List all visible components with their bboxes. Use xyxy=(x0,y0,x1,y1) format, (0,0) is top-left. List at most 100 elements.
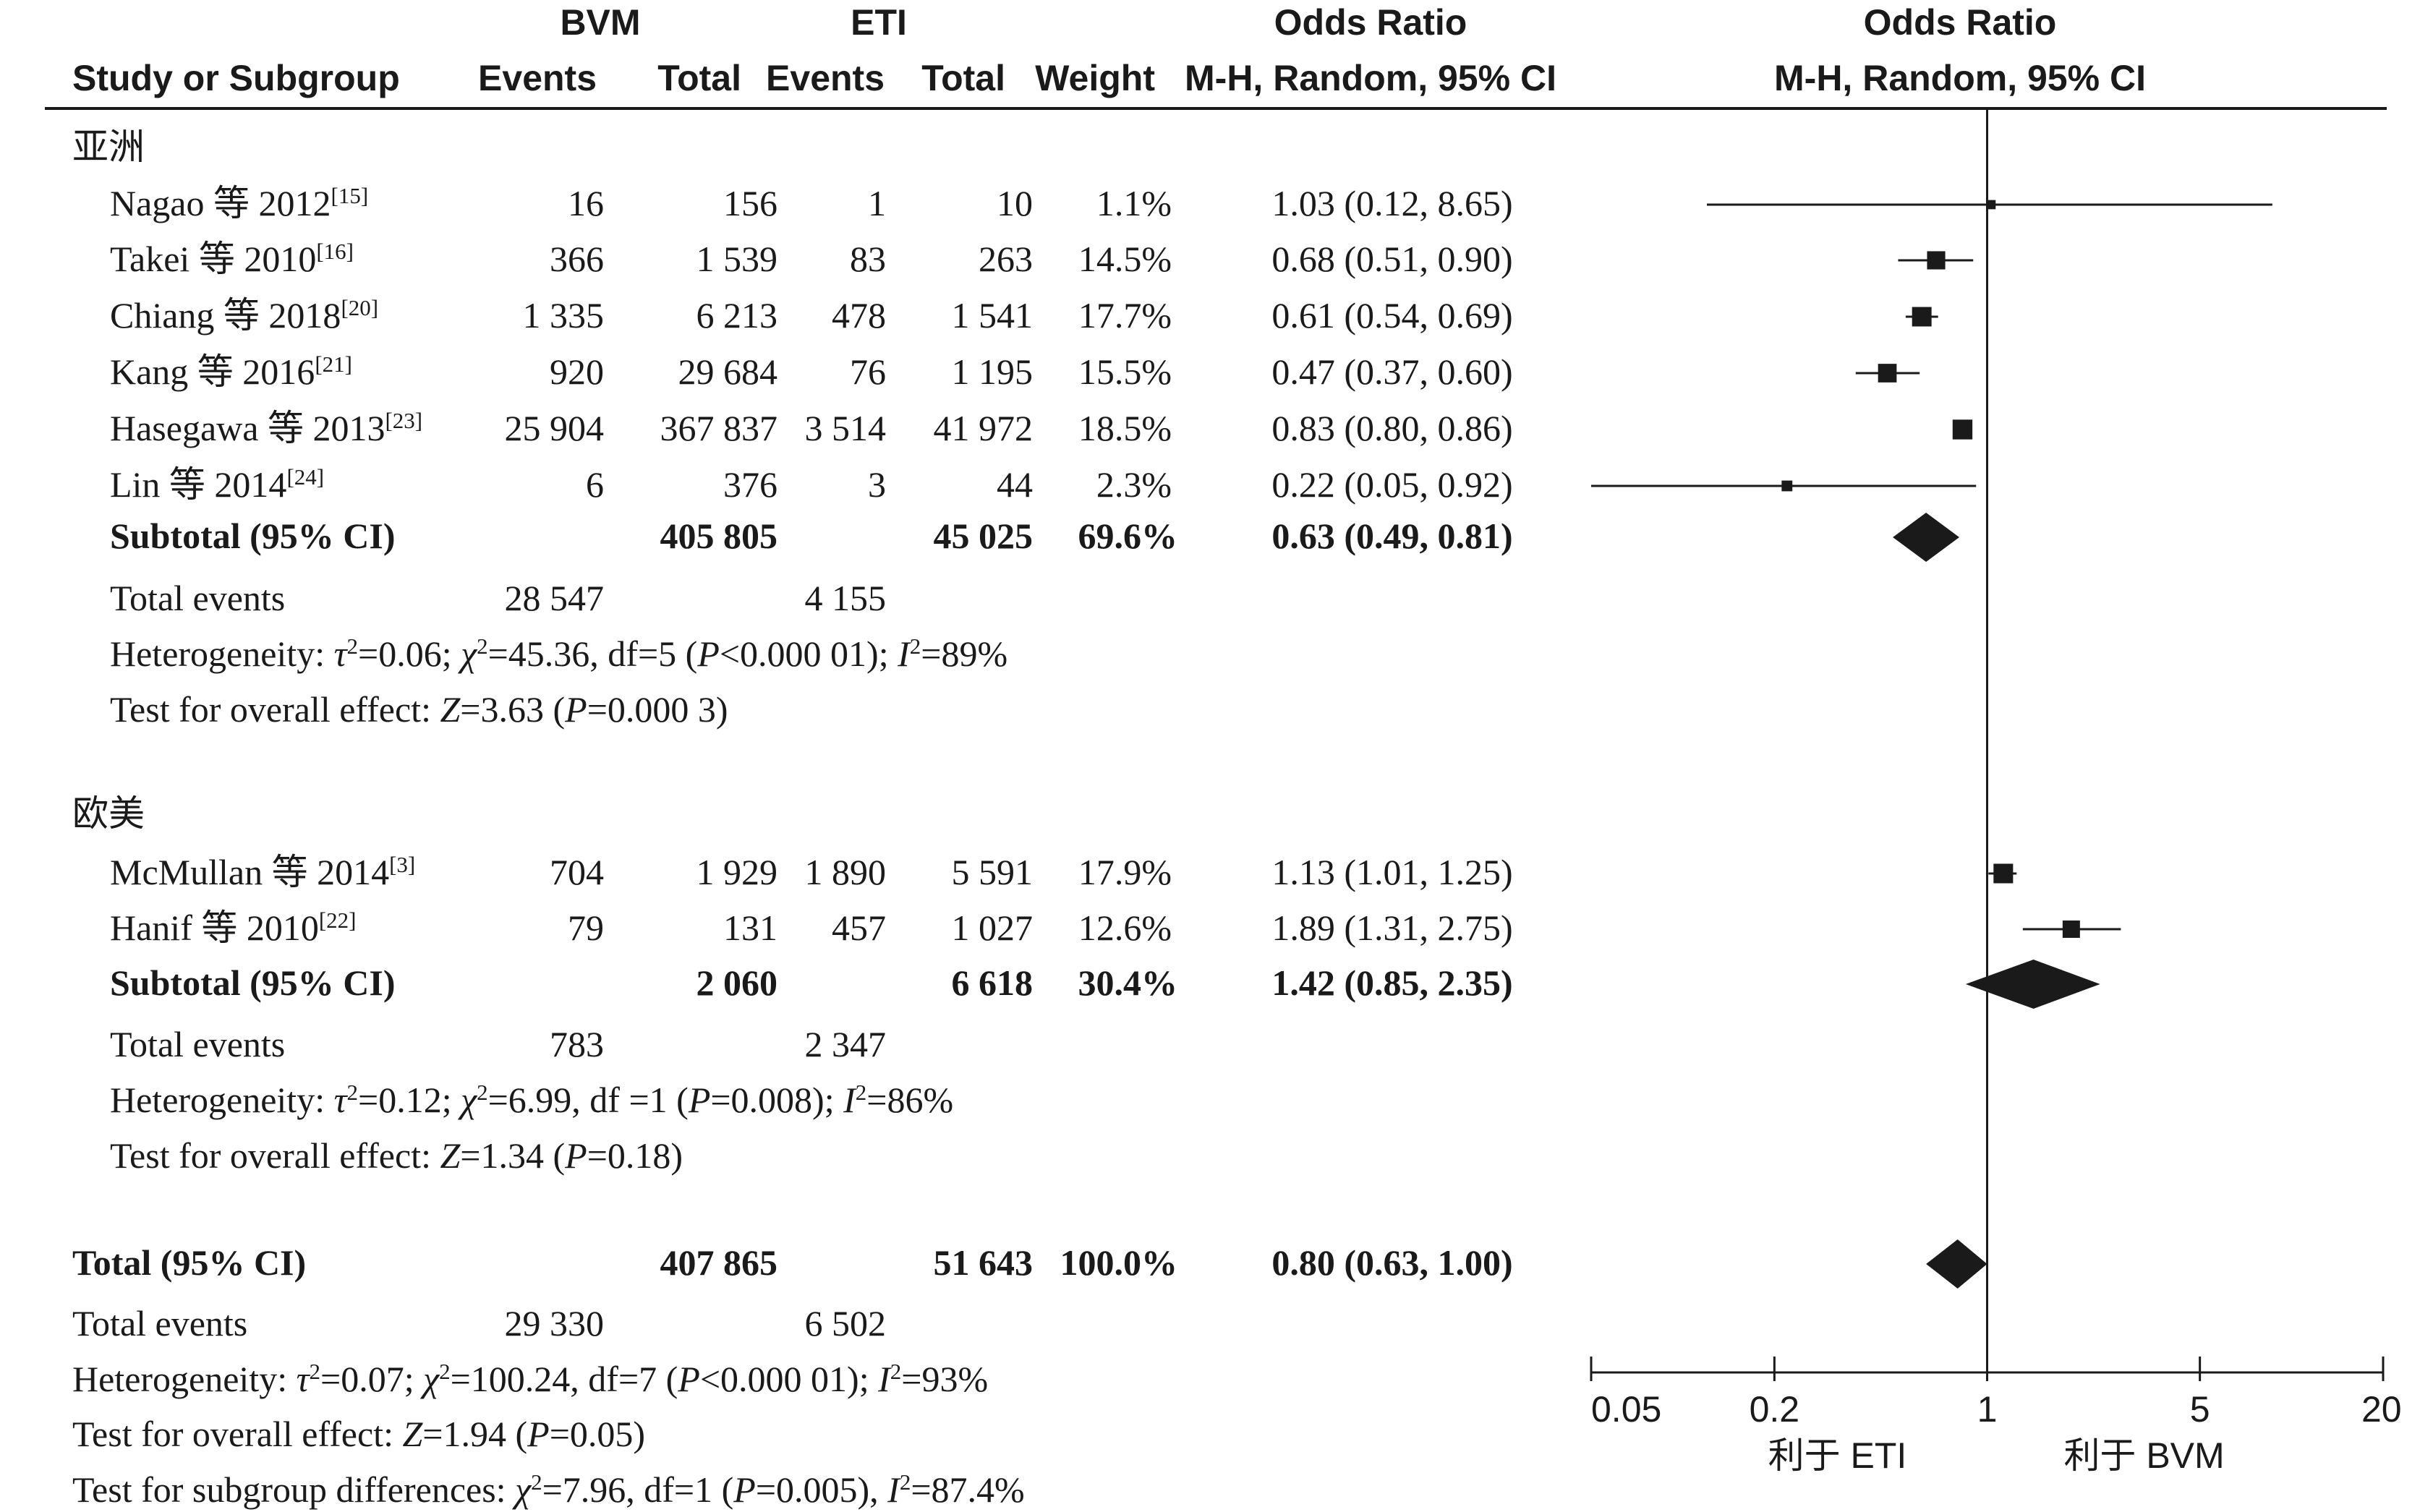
overall-prefix: Test for overall effect: xyxy=(110,689,440,730)
eti-events: 3 514 xyxy=(805,408,887,448)
chi-value: =6.99, df =1 ( xyxy=(488,1080,689,1120)
chi-value: =100.24, df=7 ( xyxy=(451,1359,678,1399)
superscript-two: 2 xyxy=(910,633,921,659)
study-weight: 1.1% xyxy=(1096,183,1172,223)
study-weight: 14.5% xyxy=(1078,239,1172,279)
axis-tick-label: 0.2 xyxy=(1750,1389,1800,1430)
subtotal-diamond xyxy=(1893,513,1959,562)
chi-value: =7.96, df=1 ( xyxy=(542,1469,734,1510)
bvm-events: 25 904 xyxy=(505,408,605,448)
bvm-total: 376 xyxy=(723,464,777,505)
study-weight: 15.5% xyxy=(1078,351,1172,392)
effect-square xyxy=(1986,200,1996,210)
study-name: Takei 等 2010[16] xyxy=(110,239,354,280)
bvm-total-events: 28 547 xyxy=(505,578,605,618)
eti-total: 5 591 xyxy=(952,852,1034,892)
eti-total-events: 6 502 xyxy=(805,1303,887,1344)
bvm-events: 6 xyxy=(586,464,604,505)
superscript-two: 2 xyxy=(900,1469,911,1495)
study-name: McMullan 等 2014[3] xyxy=(110,852,415,893)
tau-value: =0.12; xyxy=(358,1080,461,1120)
odds-ratio-ci: 0.47 (0.37, 0.60) xyxy=(1271,351,1512,392)
bvm-events: 16 xyxy=(568,183,604,223)
p-symbol: P xyxy=(564,689,587,730)
study-name: Kang 等 2016[21] xyxy=(110,351,352,393)
subgroup-heading: 亚洲 xyxy=(72,127,145,167)
study-column-header: Study or Subgroup xyxy=(72,58,400,98)
subtotal-ci: 0.80 (0.63, 1.00) xyxy=(1271,1242,1512,1283)
effect-square xyxy=(1912,307,1932,327)
study-reference: [3] xyxy=(389,852,415,877)
favours-right-label: 利于 BVM xyxy=(2063,1435,2224,1476)
eti-total-events: 4 155 xyxy=(805,578,887,618)
tau-value: =0.06; xyxy=(358,633,461,674)
study-reference: [15] xyxy=(331,183,369,208)
chi-symbol: χ xyxy=(458,633,478,674)
total-events-label: Total events xyxy=(110,578,285,618)
effect-square xyxy=(1993,863,2014,884)
total-label: Total (95% CI) xyxy=(72,1242,306,1283)
effect-square xyxy=(2062,921,2080,938)
p-symbol: P xyxy=(696,633,720,674)
effect-square xyxy=(1878,364,1897,383)
study-label: Hanif 等 2010 xyxy=(110,907,319,948)
eti-events: 76 xyxy=(850,351,886,392)
bvm-total: 1 929 xyxy=(696,852,778,892)
i-symbol: I xyxy=(897,633,911,674)
study-reference: [20] xyxy=(341,295,378,320)
study-reference: [23] xyxy=(385,408,422,433)
or-header: Odds Ratio xyxy=(1274,2,1467,43)
eti-events: 1 890 xyxy=(805,852,887,892)
heterogeneity-prefix: Heterogeneity: xyxy=(110,1080,334,1120)
bvm-events: 704 xyxy=(550,852,604,892)
z-symbol: Z xyxy=(440,1135,461,1176)
odds-ratio-ci: 1.03 (0.12, 8.65) xyxy=(1271,183,1512,223)
eti-events: 3 xyxy=(868,464,886,505)
subtotal-label: Subtotal (95% CI) xyxy=(110,516,395,556)
i-value: =89% xyxy=(921,633,1007,674)
axis-tick-label: 5 xyxy=(2190,1389,2210,1430)
axis-tick-label: 20 xyxy=(2361,1389,2402,1430)
superscript-two: 2 xyxy=(477,633,488,659)
chi-symbol: χ xyxy=(458,1080,478,1120)
plot-method-header: M-H, Random, 95% CI xyxy=(1774,58,2146,98)
i-value: =86% xyxy=(866,1080,953,1120)
study-label: McMullan 等 2014 xyxy=(110,852,389,892)
heterogeneity-line: Heterogeneity: τ2=0.12; χ2=6.99, df =1 (… xyxy=(110,1080,953,1121)
heterogeneity-line: Heterogeneity: τ2=0.06; χ2=45.36, df=5 (… xyxy=(110,633,1007,675)
overall-effect-line: Test for overall effect: Z=1.34 (P=0.18) xyxy=(110,1135,683,1176)
superscript-two: 2 xyxy=(310,1359,321,1384)
effect-square xyxy=(1781,480,1793,492)
bvm-total: 1 539 xyxy=(696,239,778,279)
eti-total: 6 618 xyxy=(952,962,1034,1003)
eti-events: 478 xyxy=(832,295,886,336)
forest-plot-area: 0.05 0.2 1 5 20 利于 ETI 利于 BVM xyxy=(1590,108,2402,1476)
overall-prefix: Test for overall effect: xyxy=(110,1135,440,1176)
subtotal-ci: 1.42 (0.85, 2.35) xyxy=(1271,962,1512,1003)
tau-symbol: τ xyxy=(334,633,349,674)
eti-total: 41 972 xyxy=(934,408,1034,448)
subgroup-diff-prefix: Test for subgroup differences: xyxy=(72,1469,515,1510)
subtotal-weight: 69.6% xyxy=(1078,516,1178,556)
subtotal-label: Subtotal (95% CI) xyxy=(110,962,395,1003)
plot-header: Odds Ratio xyxy=(1864,2,2057,43)
study-label: Nagao 等 2012 xyxy=(110,183,331,223)
study-label: Chiang 等 2018 xyxy=(110,295,341,336)
bvm-total: 2 060 xyxy=(696,962,778,1003)
study-label: Lin 等 2014 xyxy=(110,464,286,505)
eti-total: 1 195 xyxy=(952,351,1034,392)
eti-total: 45 025 xyxy=(934,516,1034,556)
study-reference: [22] xyxy=(319,907,357,933)
superscript-two: 2 xyxy=(531,1469,542,1495)
bvm-total: 6 213 xyxy=(696,295,778,336)
total-events-label: Total events xyxy=(72,1303,247,1344)
p-value: <0.000 01); xyxy=(720,633,898,674)
eti-total: 51 643 xyxy=(934,1242,1034,1283)
i-symbol: I xyxy=(887,1469,901,1510)
study-label: Kang 等 2016 xyxy=(110,351,315,392)
tau-symbol: τ xyxy=(334,1080,349,1120)
study-name: Lin 等 2014[24] xyxy=(110,464,324,505)
group2-header: ETI xyxy=(851,2,907,43)
p-symbol: P xyxy=(677,1359,700,1399)
